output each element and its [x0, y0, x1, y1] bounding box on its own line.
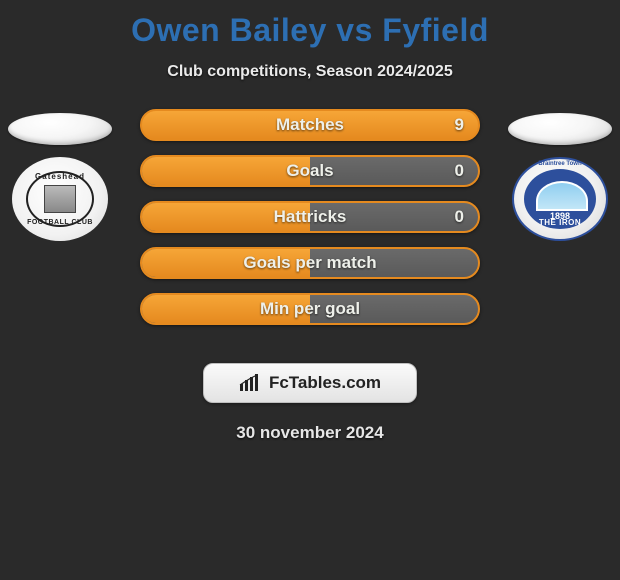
stat-bars: Matches 9 Goals 0 Hattricks 0 Goals per …: [140, 109, 480, 339]
left-player-placeholder: [8, 113, 112, 145]
right-player-column: Braintree Town 1898 THE IRON: [500, 109, 620, 241]
comparison-date: 30 november 2024: [0, 423, 620, 443]
stat-right-value: 0: [441, 203, 478, 231]
stat-right-value: 0: [441, 157, 478, 185]
comparison-layout: Gateshead FOOTBALL CLUB Braintree Town 1…: [0, 109, 620, 349]
left-player-column: Gateshead FOOTBALL CLUB: [0, 109, 120, 241]
right-player-placeholder: [508, 113, 612, 145]
page-title: Owen Bailey vs Fyfield: [0, 0, 620, 49]
left-club-subtext: FOOTBALL CLUB: [12, 219, 108, 226]
stat-row-min-per-goal: Min per goal: [140, 293, 480, 325]
right-club-nickname: THE IRON: [514, 218, 606, 227]
stat-label: Matches: [142, 111, 478, 139]
stat-row-goals-per-match: Goals per match: [140, 247, 480, 279]
stat-label: Goals per match: [142, 249, 478, 277]
stat-row-matches: Matches 9: [140, 109, 480, 141]
stat-right-value: 9: [441, 111, 478, 139]
left-club-name: Gateshead: [12, 172, 108, 181]
stat-right-value: [450, 249, 478, 277]
brand-text: FcTables.com: [269, 373, 381, 393]
left-club-badge: Gateshead FOOTBALL CLUB: [12, 157, 108, 241]
stat-row-goals: Goals 0: [140, 155, 480, 187]
right-club-badge: Braintree Town 1898 THE IRON: [512, 157, 608, 241]
stat-label: Hattricks: [142, 203, 478, 231]
stat-right-value: [450, 295, 478, 323]
bar-chart-icon: [239, 374, 261, 392]
stat-row-hattricks: Hattricks 0: [140, 201, 480, 233]
stat-label: Min per goal: [142, 295, 478, 323]
right-club-name: Braintree Town: [514, 161, 606, 167]
page-subtitle: Club competitions, Season 2024/2025: [0, 63, 620, 81]
stat-label: Goals: [142, 157, 478, 185]
brand-badge: FcTables.com: [203, 363, 417, 403]
